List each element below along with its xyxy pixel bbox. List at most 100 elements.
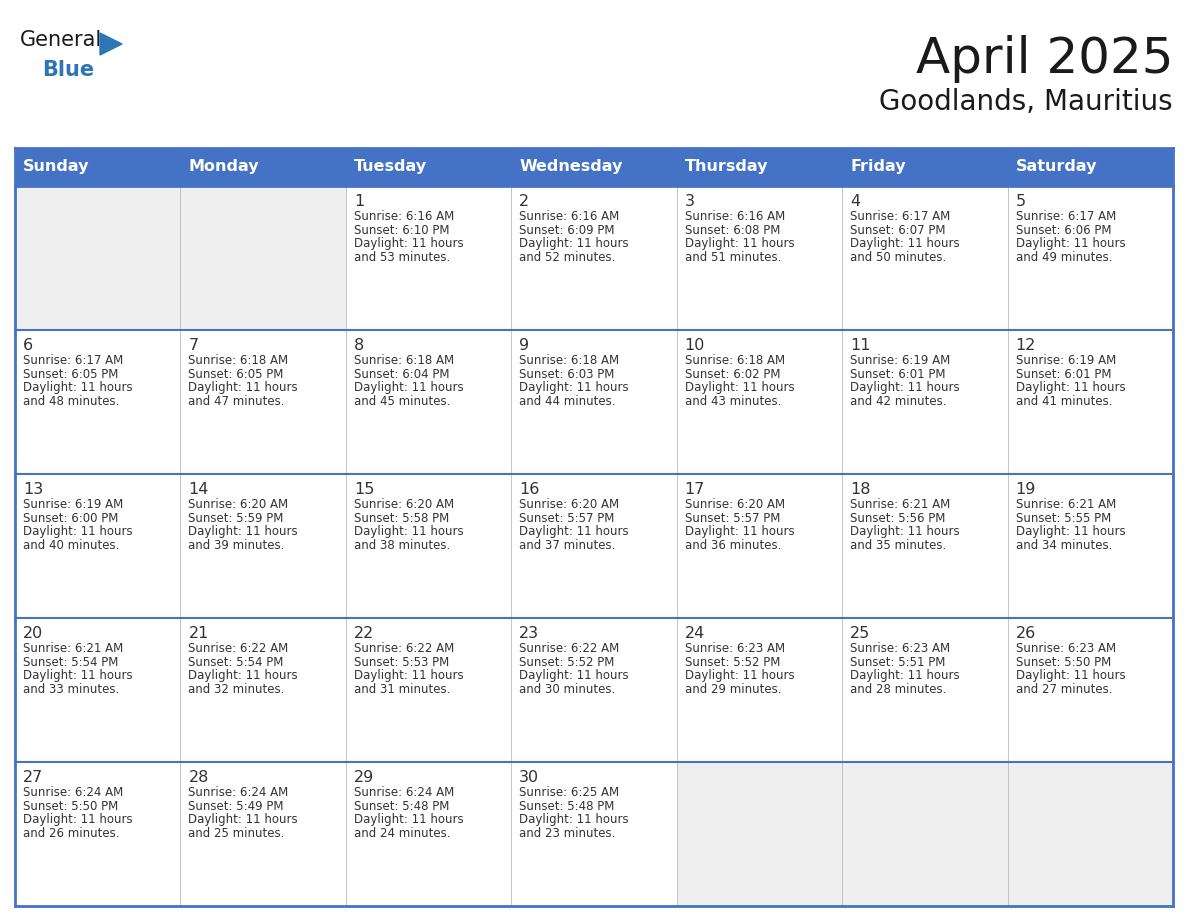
Text: Daylight: 11 hours: Daylight: 11 hours — [519, 238, 628, 251]
Text: 28: 28 — [189, 770, 209, 785]
Bar — [1007, 618, 1173, 762]
Text: Daylight: 11 hours: Daylight: 11 hours — [1016, 669, 1125, 682]
Text: Sunrise: 6:17 AM: Sunrise: 6:17 AM — [1016, 210, 1116, 223]
Text: Sunrise: 6:19 AM: Sunrise: 6:19 AM — [851, 354, 950, 367]
Text: Daylight: 11 hours: Daylight: 11 hours — [354, 238, 463, 251]
Text: Sunrise: 6:16 AM: Sunrise: 6:16 AM — [684, 210, 785, 223]
Text: Sunrise: 6:20 AM: Sunrise: 6:20 AM — [354, 498, 454, 511]
Text: Sunset: 6:01 PM: Sunset: 6:01 PM — [851, 368, 946, 381]
Text: 18: 18 — [851, 482, 871, 497]
Text: 1: 1 — [354, 194, 364, 209]
Text: Sunrise: 6:18 AM: Sunrise: 6:18 AM — [519, 354, 619, 367]
Text: Sunset: 5:49 PM: Sunset: 5:49 PM — [189, 800, 284, 813]
Bar — [1007, 186, 1173, 330]
Text: General: General — [20, 30, 102, 50]
Text: Sunrise: 6:17 AM: Sunrise: 6:17 AM — [851, 210, 950, 223]
Text: 26: 26 — [1016, 626, 1036, 641]
Text: Sunrise: 6:23 AM: Sunrise: 6:23 AM — [1016, 643, 1116, 655]
Bar — [181, 474, 346, 618]
Text: Sunrise: 6:24 AM: Sunrise: 6:24 AM — [354, 787, 454, 800]
Text: Sunset: 6:08 PM: Sunset: 6:08 PM — [684, 224, 781, 237]
Text: and 50 minutes.: and 50 minutes. — [851, 251, 947, 264]
Text: Sunrise: 6:24 AM: Sunrise: 6:24 AM — [189, 787, 289, 800]
Text: Sunrise: 6:17 AM: Sunrise: 6:17 AM — [23, 354, 124, 367]
Text: Sunset: 5:59 PM: Sunset: 5:59 PM — [189, 512, 284, 525]
Text: Tuesday: Tuesday — [354, 160, 426, 174]
Text: Sunrise: 6:22 AM: Sunrise: 6:22 AM — [354, 643, 454, 655]
Text: and 36 minutes.: and 36 minutes. — [684, 539, 781, 552]
Text: and 52 minutes.: and 52 minutes. — [519, 251, 615, 264]
Text: and 30 minutes.: and 30 minutes. — [519, 683, 615, 696]
Text: Sunset: 5:56 PM: Sunset: 5:56 PM — [851, 512, 946, 525]
Bar — [15, 474, 181, 618]
Text: Daylight: 11 hours: Daylight: 11 hours — [851, 669, 960, 682]
Bar — [677, 148, 842, 186]
Bar — [511, 762, 677, 906]
Text: 9: 9 — [519, 338, 530, 353]
Text: Sunset: 6:09 PM: Sunset: 6:09 PM — [519, 224, 614, 237]
Bar — [511, 474, 677, 618]
Bar — [181, 330, 346, 474]
Text: Sunrise: 6:23 AM: Sunrise: 6:23 AM — [851, 643, 950, 655]
Text: Sunset: 6:02 PM: Sunset: 6:02 PM — [684, 368, 781, 381]
Text: Sunrise: 6:19 AM: Sunrise: 6:19 AM — [1016, 354, 1116, 367]
Text: 21: 21 — [189, 626, 209, 641]
Text: Daylight: 11 hours: Daylight: 11 hours — [23, 669, 133, 682]
Text: Sunrise: 6:20 AM: Sunrise: 6:20 AM — [519, 498, 619, 511]
Bar — [15, 330, 181, 474]
Text: and 45 minutes.: and 45 minutes. — [354, 395, 450, 408]
Bar — [842, 762, 1007, 906]
Text: Daylight: 11 hours: Daylight: 11 hours — [519, 813, 628, 826]
Text: Daylight: 11 hours: Daylight: 11 hours — [189, 382, 298, 395]
Text: Daylight: 11 hours: Daylight: 11 hours — [684, 525, 795, 539]
Text: Blue: Blue — [42, 60, 94, 80]
Text: Sunset: 5:54 PM: Sunset: 5:54 PM — [189, 656, 284, 669]
Bar — [511, 186, 677, 330]
Text: and 40 minutes.: and 40 minutes. — [23, 539, 119, 552]
Text: Daylight: 11 hours: Daylight: 11 hours — [1016, 382, 1125, 395]
Text: 23: 23 — [519, 626, 539, 641]
Text: and 43 minutes.: and 43 minutes. — [684, 395, 781, 408]
Text: and 47 minutes.: and 47 minutes. — [189, 395, 285, 408]
Text: Sunrise: 6:20 AM: Sunrise: 6:20 AM — [684, 498, 785, 511]
Text: 5: 5 — [1016, 194, 1025, 209]
Text: 30: 30 — [519, 770, 539, 785]
Bar — [15, 762, 181, 906]
Text: and 29 minutes.: and 29 minutes. — [684, 683, 782, 696]
Text: Sunset: 6:05 PM: Sunset: 6:05 PM — [189, 368, 284, 381]
Text: Daylight: 11 hours: Daylight: 11 hours — [519, 382, 628, 395]
Bar — [842, 474, 1007, 618]
Text: Sunrise: 6:22 AM: Sunrise: 6:22 AM — [519, 643, 619, 655]
Text: 7: 7 — [189, 338, 198, 353]
Text: and 41 minutes.: and 41 minutes. — [1016, 395, 1112, 408]
Bar — [842, 618, 1007, 762]
Bar — [15, 618, 181, 762]
Text: and 35 minutes.: and 35 minutes. — [851, 539, 947, 552]
Text: and 33 minutes.: and 33 minutes. — [23, 683, 119, 696]
Text: and 26 minutes.: and 26 minutes. — [23, 827, 120, 840]
Text: Daylight: 11 hours: Daylight: 11 hours — [189, 525, 298, 539]
Text: Sunrise: 6:18 AM: Sunrise: 6:18 AM — [684, 354, 785, 367]
Text: Daylight: 11 hours: Daylight: 11 hours — [1016, 238, 1125, 251]
Text: Sunset: 5:58 PM: Sunset: 5:58 PM — [354, 512, 449, 525]
Text: Sunset: 6:07 PM: Sunset: 6:07 PM — [851, 224, 946, 237]
Bar — [842, 148, 1007, 186]
Text: 3: 3 — [684, 194, 695, 209]
Text: Daylight: 11 hours: Daylight: 11 hours — [354, 669, 463, 682]
Bar — [1007, 330, 1173, 474]
Text: Sunset: 5:48 PM: Sunset: 5:48 PM — [354, 800, 449, 813]
Bar — [511, 618, 677, 762]
Text: 16: 16 — [519, 482, 539, 497]
Bar — [677, 618, 842, 762]
Text: Sunset: 5:52 PM: Sunset: 5:52 PM — [519, 656, 614, 669]
Text: Sunday: Sunday — [23, 160, 89, 174]
Text: Goodlands, Mauritius: Goodlands, Mauritius — [879, 88, 1173, 116]
Bar — [346, 186, 511, 330]
Text: Thursday: Thursday — [684, 160, 769, 174]
Bar — [677, 474, 842, 618]
Text: Daylight: 11 hours: Daylight: 11 hours — [354, 382, 463, 395]
Text: Sunset: 6:01 PM: Sunset: 6:01 PM — [1016, 368, 1111, 381]
Text: and 23 minutes.: and 23 minutes. — [519, 827, 615, 840]
Text: 27: 27 — [23, 770, 43, 785]
Text: 22: 22 — [354, 626, 374, 641]
